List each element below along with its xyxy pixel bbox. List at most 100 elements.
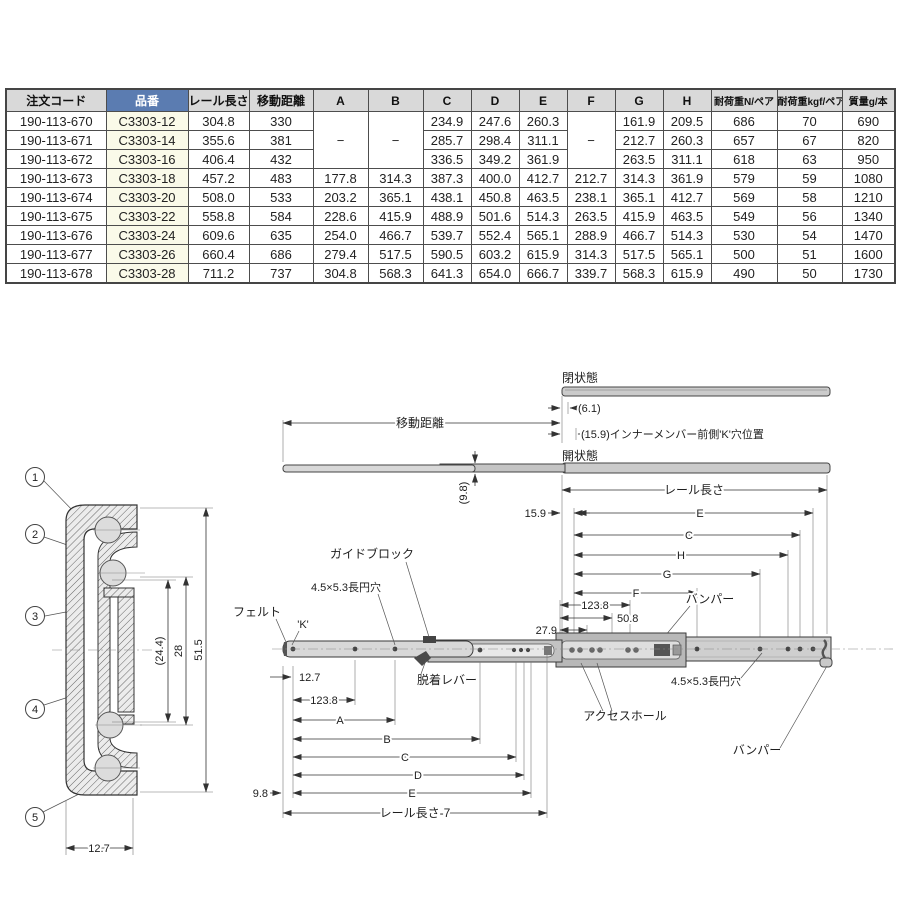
cell-dim-e: 361.9 bbox=[518, 149, 568, 169]
open-rail-front bbox=[282, 464, 476, 473]
label-release-lever: 脱着レバー bbox=[417, 672, 477, 687]
cell-part-no: C3303-22 bbox=[105, 206, 189, 226]
cell-dim-c: 438.1 bbox=[422, 187, 472, 207]
cell-dim-d: 349.2 bbox=[470, 149, 520, 169]
dim-9-8-thickness: (9.8) bbox=[458, 482, 470, 505]
spec-table: 注文コード 品番 レール長さ 移動距離 A B C D E F G H 耐荷重N/ペア 耐荷重kgf/ペア… bbox=[5, 88, 896, 284]
cell-dim-d: 400.0 bbox=[470, 168, 520, 188]
cell-dim-a: 177.8 bbox=[312, 168, 369, 188]
cell-load-kgf: 67 bbox=[776, 130, 843, 150]
cell-mass: 1210 bbox=[841, 187, 896, 207]
cell-part-no: C3303-20 bbox=[105, 187, 189, 207]
cell-travel: 533 bbox=[248, 187, 314, 207]
cell-dim-c: 590.5 bbox=[422, 244, 472, 264]
cell-part-no: C3303-28 bbox=[105, 263, 189, 284]
cell-dim-b: 415.9 bbox=[367, 206, 424, 226]
cell-travel: 737 bbox=[248, 263, 314, 284]
dim-24-4: (24.4) bbox=[154, 637, 166, 666]
dim-123-8-lower: 123.8 bbox=[310, 695, 338, 707]
dim-upper-e: E bbox=[696, 508, 703, 520]
table-row: 190-113-675 C3303-22 558.8 584 228.6 415.9 488… bbox=[5, 206, 896, 226]
cell-dim-c: 539.7 bbox=[422, 225, 472, 245]
cell-dim-f: 288.9 bbox=[566, 225, 616, 245]
cell-dim-b: 365.1 bbox=[367, 187, 424, 207]
cell-dim-b: 517.5 bbox=[367, 244, 424, 264]
label-oblong-hole-rear: 4.5×5.3長円穴 bbox=[671, 674, 741, 688]
cell-order-code: 190-113-671 bbox=[5, 130, 107, 150]
col-header-dim-h: H bbox=[662, 88, 712, 112]
svg-text:5: 5 bbox=[32, 812, 38, 824]
cell-rail-length: 304.8 bbox=[187, 111, 250, 131]
table-row: 190-113-673 C3303-18 457.2 483 177.8 314.3 387… bbox=[5, 168, 896, 188]
ball-bearings bbox=[93, 516, 145, 782]
cell-dim-a-merged: − bbox=[312, 111, 369, 169]
cell-dim-g: 263.5 bbox=[614, 149, 664, 169]
dim-upper-g: G bbox=[663, 569, 672, 581]
cell-dim-g: 568.3 bbox=[614, 263, 664, 284]
cell-order-code: 190-113-673 bbox=[5, 168, 107, 188]
cell-travel: 686 bbox=[248, 244, 314, 264]
col-header-mass: 質量g/本 bbox=[841, 88, 896, 112]
cell-travel: 635 bbox=[248, 225, 314, 245]
cell-mass: 690 bbox=[841, 111, 896, 131]
cell-dim-e: 463.5 bbox=[518, 187, 568, 207]
cell-load-n: 579 bbox=[710, 168, 778, 188]
col-header-dim-c: C bbox=[422, 88, 472, 112]
cell-mass: 1080 bbox=[841, 168, 896, 188]
col-header-rail-length: レール長さ bbox=[187, 88, 250, 112]
dim-lower-c: C bbox=[401, 752, 409, 764]
label-closed-state: 閉状態 bbox=[562, 370, 598, 385]
cell-part-no: C3303-24 bbox=[105, 225, 189, 245]
cell-dim-g: 314.3 bbox=[614, 168, 664, 188]
cell-load-kgf: 54 bbox=[776, 225, 843, 245]
col-header-load-kgf: 耐荷重kgf/ペア bbox=[776, 88, 843, 112]
dim-12-7-section: 12.7 bbox=[88, 843, 109, 855]
open-rail-rear bbox=[561, 462, 831, 474]
cell-rail-length: 711.2 bbox=[187, 263, 250, 284]
label-guide-block: ガイドブロック bbox=[330, 546, 414, 561]
cell-dim-e: 311.1 bbox=[518, 130, 568, 150]
cell-dim-h: 209.5 bbox=[662, 111, 712, 131]
cell-travel: 432 bbox=[248, 149, 314, 169]
label-bumper-upper: バンパー bbox=[686, 592, 735, 606]
dim-50-8: 50.8 bbox=[617, 613, 638, 625]
cell-dim-b: 568.3 bbox=[367, 263, 424, 284]
table-row: 190-113-670 C3303-12 304.8 330− −234.9 247.6 2… bbox=[5, 111, 896, 169]
release-lever bbox=[414, 651, 431, 666]
cell-dim-a: 228.6 bbox=[312, 206, 369, 226]
cell-dim-e: 565.1 bbox=[518, 225, 568, 245]
cell-dim-a: 304.8 bbox=[312, 263, 369, 284]
cell-order-code: 190-113-675 bbox=[5, 206, 107, 226]
callout-5: 5 bbox=[25, 807, 45, 827]
cell-load-kgf: 63 bbox=[776, 149, 843, 169]
cell-rail-length: 406.4 bbox=[187, 149, 250, 169]
cell-load-kgf: 51 bbox=[776, 244, 843, 264]
cell-dim-e: 615.9 bbox=[518, 244, 568, 264]
cell-dim-f: 263.5 bbox=[566, 206, 616, 226]
cell-load-n: 657 bbox=[710, 130, 778, 150]
cell-part-no: C3303-12 bbox=[105, 111, 189, 131]
cell-dim-d: 298.4 bbox=[470, 130, 520, 150]
cell-dim-h: 260.3 bbox=[662, 130, 712, 150]
cell-dim-a: 279.4 bbox=[312, 244, 369, 264]
cell-dim-g: 517.5 bbox=[614, 244, 664, 264]
col-header-part-no: 品番 bbox=[105, 88, 189, 112]
cell-dim-a: 254.0 bbox=[312, 225, 369, 245]
cell-order-code: 190-113-670 bbox=[5, 111, 107, 131]
label-access-hole: アクセスホール bbox=[583, 709, 666, 723]
cell-dim-d: 654.0 bbox=[470, 263, 520, 284]
cell-dim-h: 615.9 bbox=[662, 263, 712, 284]
cell-load-n: 686 bbox=[710, 111, 778, 131]
cell-dim-h: 412.7 bbox=[662, 187, 712, 207]
cell-travel: 381 bbox=[248, 130, 314, 150]
table-row: 190-113-672 C3303-16 406.4 432 336.5 349.2 361… bbox=[5, 149, 896, 169]
dim-15-9: 15.9 bbox=[525, 508, 546, 520]
label-felt: フェルト bbox=[233, 605, 281, 619]
cell-mass: 1600 bbox=[841, 244, 896, 264]
cell-dim-d: 501.6 bbox=[470, 206, 520, 226]
cross-section-drawing: 1 2 3 4 5 (24.4) 28 51.5 bbox=[25, 467, 213, 857]
label-bumper-lower: バンパー bbox=[733, 743, 782, 757]
cell-dim-g: 212.7 bbox=[614, 130, 664, 150]
callout-3: 3 bbox=[25, 606, 45, 626]
label-k-mark: 'K' bbox=[297, 619, 309, 631]
